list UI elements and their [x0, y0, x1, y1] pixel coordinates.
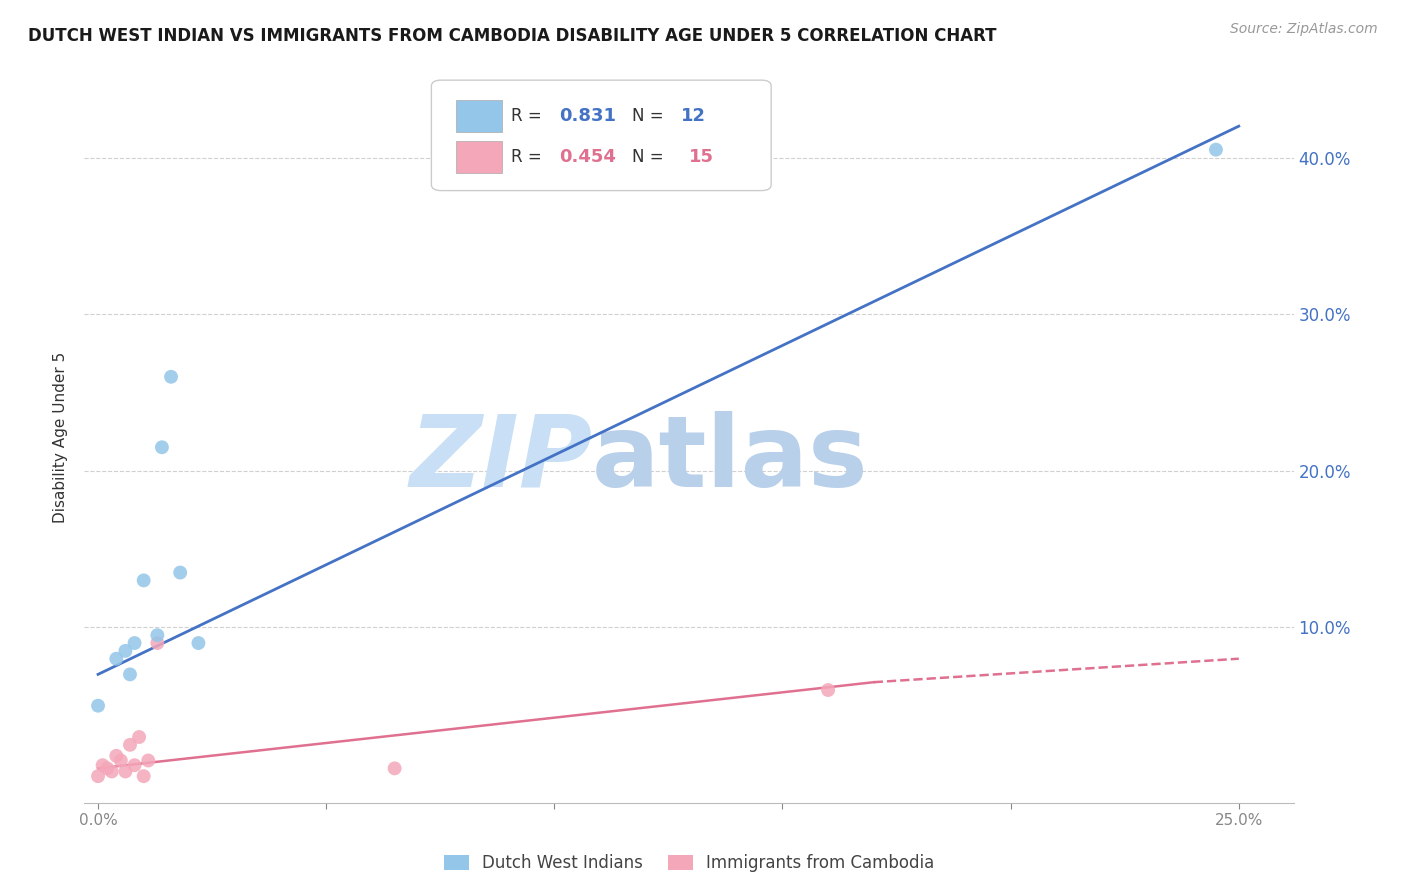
Text: DUTCH WEST INDIAN VS IMMIGRANTS FROM CAMBODIA DISABILITY AGE UNDER 5 CORRELATION: DUTCH WEST INDIAN VS IMMIGRANTS FROM CAM… — [28, 27, 997, 45]
Point — [817, 683, 839, 698]
Text: 0.831: 0.831 — [560, 107, 617, 125]
Point — [1205, 143, 1227, 157]
Point — [91, 758, 114, 772]
Text: N =: N = — [633, 107, 664, 125]
Point — [169, 566, 191, 580]
Point — [124, 636, 146, 650]
FancyBboxPatch shape — [456, 100, 502, 132]
Legend: Dutch West Indians, Immigrants from Cambodia: Dutch West Indians, Immigrants from Camb… — [437, 847, 941, 879]
Point — [87, 698, 110, 713]
FancyBboxPatch shape — [456, 141, 502, 173]
Text: atlas: atlas — [592, 410, 869, 508]
Text: 15: 15 — [689, 148, 714, 166]
Point — [136, 754, 159, 768]
Point — [114, 644, 136, 658]
Point — [132, 574, 155, 588]
Point — [87, 769, 110, 783]
Text: ZIP: ZIP — [409, 410, 592, 508]
Point — [124, 758, 146, 772]
Point — [110, 754, 132, 768]
Point — [132, 769, 155, 783]
Y-axis label: Disability Age Under 5: Disability Age Under 5 — [53, 351, 69, 523]
Point — [128, 730, 150, 744]
Point — [187, 636, 209, 650]
Point — [150, 440, 173, 454]
Text: Source: ZipAtlas.com: Source: ZipAtlas.com — [1230, 22, 1378, 37]
Text: 0.454: 0.454 — [560, 148, 616, 166]
FancyBboxPatch shape — [432, 80, 770, 191]
Point — [105, 651, 128, 665]
Point — [160, 369, 183, 384]
Point — [96, 761, 118, 775]
Text: R =: R = — [512, 148, 541, 166]
Point — [100, 764, 122, 779]
Point — [146, 636, 169, 650]
Point — [118, 667, 141, 681]
Text: 12: 12 — [681, 107, 706, 125]
Text: R =: R = — [512, 107, 541, 125]
Point — [146, 628, 169, 642]
Point — [384, 761, 406, 775]
Point — [114, 764, 136, 779]
Point — [118, 738, 141, 752]
Point — [105, 748, 128, 763]
Text: N =: N = — [633, 148, 664, 166]
